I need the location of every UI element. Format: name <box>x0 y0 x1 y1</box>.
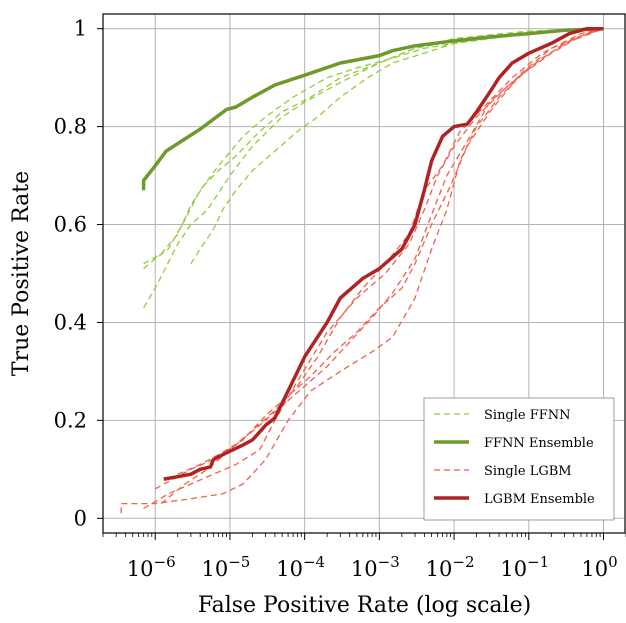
y-tick-label: 0.6 <box>54 213 87 237</box>
x-tick-base: 10 <box>351 557 378 581</box>
x-tick-base: 10 <box>426 557 453 581</box>
y-tick-label: 0.2 <box>54 408 87 432</box>
x-tick-exponent: 0 <box>608 553 618 571</box>
x-tick-exponent: −1 <box>527 553 549 571</box>
x-tick-exponent: −4 <box>303 553 325 571</box>
x-tick-label: 10−3 <box>351 553 400 581</box>
single-lgbm-line <box>120 28 604 514</box>
single-ffnn-line <box>143 28 604 309</box>
ffnn-ensemble-line <box>141 26 604 191</box>
single-lgbm-line <box>154 28 604 490</box>
single-ffnn-line <box>143 28 604 265</box>
x-tick-label: 10−5 <box>202 553 251 581</box>
x-tick-exponent: −3 <box>378 553 400 571</box>
legend: Single FFNN FFNN Ensemble Single LGBM LGBM … <box>423 397 615 521</box>
y-tick-label: 0 <box>74 506 87 530</box>
tick-marks <box>97 28 626 540</box>
x-axis-label: False Positive Rate (log scale) <box>198 593 531 618</box>
x-tick-base: 10 <box>202 557 229 581</box>
x-tick-base: 10 <box>276 557 303 581</box>
legend-label: LGBM Ensemble <box>484 492 595 507</box>
lgbm-ensemble-line <box>163 26 604 481</box>
y-tick-label: 0.8 <box>54 115 87 139</box>
y-tick-label: 0.4 <box>54 310 87 334</box>
x-tick-label: 10−6 <box>127 553 176 581</box>
x-tick-label: 10−4 <box>276 553 325 581</box>
plot-frame <box>102 13 626 534</box>
y-tick-label: 1 <box>74 17 87 41</box>
x-tick-exponent: −5 <box>228 553 250 571</box>
x-tick-exponent: −2 <box>452 553 474 571</box>
x-tick-base: 10 <box>500 557 527 581</box>
legend-label: Single LGBM <box>484 464 572 479</box>
legend-label: Single FFNN <box>484 408 571 423</box>
legend-label: FFNN Ensemble <box>484 436 594 451</box>
single-lgbm-line <box>160 28 604 505</box>
x-tick-base: 10 <box>127 557 154 581</box>
x-tick-exponent: −6 <box>154 553 176 571</box>
single-ffnn-line <box>190 28 604 265</box>
y-axis-label: True Positive Rate <box>9 171 34 376</box>
x-tick-label: 10−2 <box>426 553 475 581</box>
tick-labels: 10−6 10−5 10−4 10−3 10−2 10−1 10000.20.40.60.8… <box>54 17 618 581</box>
single-lgbm-line <box>143 28 604 510</box>
series-layer <box>120 26 604 514</box>
x-tick-label: 100 <box>581 553 617 581</box>
x-tick-base: 10 <box>581 557 608 581</box>
x-tick-label: 10−1 <box>500 553 549 581</box>
